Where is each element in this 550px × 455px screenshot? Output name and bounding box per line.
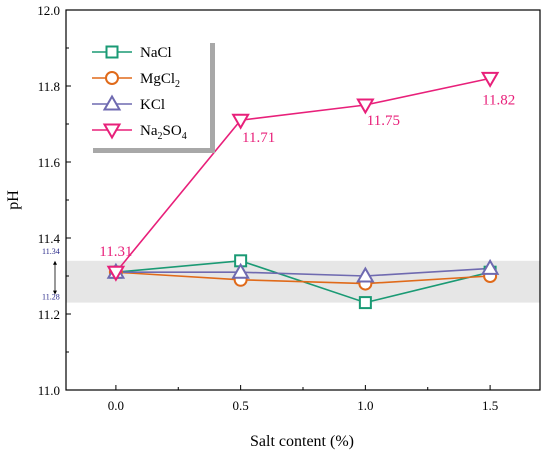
data-label: 11.82 <box>482 92 515 108</box>
data-label: 11.75 <box>367 113 400 129</box>
series-line-MgCl2 <box>115 271 491 285</box>
legend-marker-KCl <box>102 94 122 111</box>
marker-layer <box>106 71 500 310</box>
data-point-Na2SO4-1 <box>231 113 250 130</box>
data-point-KCl-1 <box>231 262 250 279</box>
y-tick-label: 12.0 <box>37 3 60 18</box>
series-line-KCl <box>115 267 491 277</box>
y-tick-label: 11.0 <box>38 383 60 398</box>
x-axis-label: Salt content (%) <box>250 433 354 450</box>
data-label: 11.31 <box>99 244 132 260</box>
x-tick-label: 1.0 <box>357 398 373 413</box>
y-tick-label: 11.4 <box>38 231 61 246</box>
band-arrow-head-down <box>53 290 57 295</box>
band-label-high: 11.34 <box>42 247 60 256</box>
legend-label-MgCl2: MgCl2 <box>140 71 180 90</box>
data-point-Na2SO4-2 <box>356 98 375 115</box>
y-tick-label: 11.2 <box>38 307 60 322</box>
line-layer <box>115 77 491 304</box>
legend-label-NaCl: NaCl <box>140 45 172 61</box>
series-line-Na2SO4 <box>115 77 491 273</box>
legend: NaCl MgCl2 KCl Na2SO4 <box>88 38 215 153</box>
x-tick-label: 1.5 <box>482 398 498 413</box>
annotation-layer: 11.31 11.71 11.75 11.82 <box>99 92 515 260</box>
legend-marker-MgCl2 <box>105 71 119 85</box>
data-point-NaCl-2 <box>358 296 372 310</box>
legend-label-KCl: KCl <box>140 97 165 113</box>
x-tick-label: 0.0 <box>108 398 124 413</box>
legend-marker-NaCl <box>105 45 119 59</box>
legend-marker-Na2SO4 <box>102 123 122 140</box>
y-tick-label: 11.6 <box>38 155 61 170</box>
y-tick-label: 11.8 <box>38 79 60 94</box>
x-tick-label: 0.5 <box>233 398 249 413</box>
band-label-low: 11.28 <box>42 293 60 302</box>
band-arrow-head-up <box>53 260 57 265</box>
axis-layer: 11.0 11.2 11.4 11.6 11.8 12.0 0.0 0.5 1.0 1.5 <box>37 3 541 413</box>
data-label: 11.71 <box>242 130 275 146</box>
data-point-KCl-3 <box>480 258 500 275</box>
legend-label-Na2SO4: Na2SO4 <box>140 123 187 142</box>
data-point-Na2SO4-0 <box>106 265 126 282</box>
data-point-Na2SO4-3 <box>480 71 500 88</box>
data-point-KCl-2 <box>356 266 375 283</box>
y-axis-label: pH <box>5 190 22 210</box>
